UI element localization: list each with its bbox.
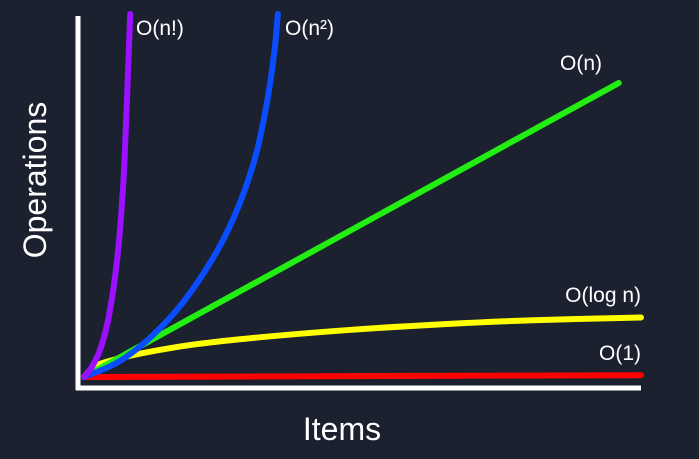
series-line-o-n bbox=[81, 79, 622, 380]
series-line-o-log-n bbox=[81, 314, 644, 380]
series-line-o-1 bbox=[81, 372, 644, 380]
y-axis-label: Operations bbox=[17, 102, 53, 259]
series-label-o-1: O(1) bbox=[599, 342, 641, 365]
series-label-o-n-factorial: O(n!) bbox=[136, 17, 184, 40]
series-label-o-n: O(n) bbox=[560, 52, 602, 75]
label-layer: O(n!) O(n²) O(n) O(log n) O(1) bbox=[136, 17, 641, 365]
series-line-o-n-squared bbox=[81, 11, 281, 380]
series-label-o-log-n: O(log n) bbox=[565, 284, 641, 307]
x-axis-label: Items bbox=[303, 411, 381, 447]
series-label-o-n-squared: O(n²) bbox=[285, 17, 334, 40]
series-line-o-n-factorial bbox=[81, 11, 134, 380]
series-layer bbox=[81, 11, 644, 380]
